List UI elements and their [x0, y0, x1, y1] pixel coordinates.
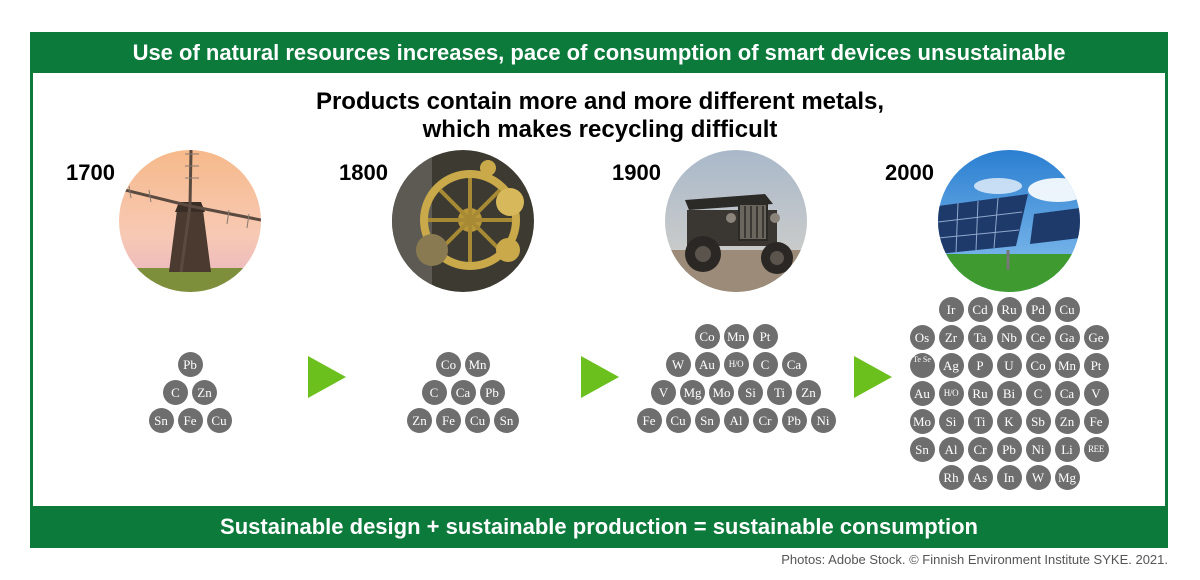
element-ag-2000: Ag — [938, 353, 964, 378]
element-mn-1800: Mn — [465, 352, 490, 377]
footer-banner: Sustainable design + sustainable product… — [30, 506, 1168, 548]
element-ti-2000: Ti — [967, 409, 993, 434]
element-si-1900: Si — [738, 380, 763, 405]
subtitle-line-1: Products contain more and more different… — [315, 88, 885, 115]
element-ru-2000: Ru — [996, 297, 1022, 322]
element-cu-1900: Cu — [665, 408, 691, 433]
element-zn-2000: Zn — [1054, 409, 1080, 434]
element-co-1800: Co — [436, 352, 461, 377]
element-w-1900: W — [665, 352, 691, 377]
element-ho-1900: H/O — [723, 352, 749, 377]
element-ta-2000: Ta — [967, 325, 993, 350]
progression-arrow-2 — [581, 356, 619, 398]
element-au-1900: Au — [694, 352, 720, 377]
element-ni-1900: Ni — [810, 408, 836, 433]
element-pt-2000: Pt — [1083, 353, 1109, 378]
element-v-1900: V — [651, 380, 676, 405]
element-c-1700: C — [163, 380, 188, 405]
element-c-2000: C — [1025, 381, 1051, 406]
element-sn-1700: Sn — [148, 408, 174, 433]
element-ca-1900: Ca — [781, 352, 807, 377]
element-ni-2000: Ni — [1025, 437, 1051, 462]
element-w-2000: W — [1025, 465, 1051, 490]
element-ca-1800: Ca — [450, 380, 476, 405]
element-rh-2000: Rh — [938, 465, 964, 490]
element-au-2000: Au — [909, 381, 935, 406]
element-al-1900: Al — [723, 408, 749, 433]
element-ho-2000: H/O — [938, 381, 964, 406]
element-as-2000: As — [967, 465, 993, 490]
element-sn-1900: Sn — [694, 408, 720, 433]
machinery-photo — [392, 150, 534, 292]
element-pb-1800: Pb — [479, 380, 505, 405]
element-ree-2000: REE — [1083, 437, 1109, 462]
subtitle: Products contain more and more different… — [200, 88, 1000, 144]
element-pd-2000: Pd — [1025, 297, 1051, 322]
element-in-2000: In — [996, 465, 1022, 490]
element-fe-1900: Fe — [636, 408, 662, 433]
element-ti-1900: Ti — [767, 380, 792, 405]
element-zn-1800: Zn — [407, 408, 432, 433]
element-zn-1700: Zn — [192, 380, 217, 405]
element-mn-1900: Mn — [723, 324, 749, 349]
element-ca-2000: Ca — [1054, 381, 1080, 406]
element-cu-1800: Cu — [465, 408, 490, 433]
element-v-2000: V — [1083, 381, 1109, 406]
element-c-1800: C — [421, 380, 447, 405]
year-label-1900: 1900 — [612, 160, 661, 185]
element-mo-2000: Mo — [909, 409, 935, 434]
element-si-2000: Si — [938, 409, 964, 434]
element-bi-2000: Bi — [996, 381, 1022, 406]
element-cu-2000: Cu — [1054, 297, 1080, 322]
element-pb-1900: Pb — [781, 408, 807, 433]
progression-arrow-3 — [854, 356, 892, 398]
element-cu-1700: Cu — [206, 408, 232, 433]
element-mn-2000: Mn — [1054, 353, 1080, 378]
element-p-2000: P — [967, 353, 993, 378]
element-sn-1800: Sn — [494, 408, 519, 433]
element-u-2000: U — [996, 353, 1022, 378]
element-pb-2000: Pb — [996, 437, 1022, 462]
element-os-2000: Os — [909, 325, 935, 350]
element-fe-2000: Fe — [1083, 409, 1109, 434]
element-mo-1900: Mo — [709, 380, 734, 405]
element-co-2000: Co — [1025, 353, 1051, 378]
infographic-frame — [30, 32, 1168, 548]
element-mg-2000: Mg — [1054, 465, 1080, 490]
element-fe-1800: Fe — [436, 408, 461, 433]
element-mg-1900: Mg — [680, 380, 705, 405]
element-sb-2000: Sb — [1025, 409, 1051, 434]
element-fe-1700: Fe — [177, 408, 203, 433]
subtitle-line-2: which makes recycling difficult — [422, 116, 778, 143]
windmill-photo — [119, 150, 261, 292]
element-c-1900: C — [752, 352, 778, 377]
element-tese-2000: Te Se — [909, 353, 935, 378]
year-label-1800: 1800 — [339, 160, 388, 185]
element-zr-2000: Zr — [938, 325, 964, 350]
photo-credit: Photos: Adobe Stock. © Finnish Environme… — [781, 552, 1168, 567]
element-ce-2000: Ce — [1025, 325, 1051, 350]
year-label-1700: 1700 — [66, 160, 115, 185]
vintage-car-photo — [665, 150, 807, 292]
element-ga-2000: Ga — [1054, 325, 1080, 350]
element-zn-1900: Zn — [796, 380, 821, 405]
element-co-1900: Co — [694, 324, 720, 349]
element-cr-1900: Cr — [752, 408, 778, 433]
element-pb-1700: Pb — [177, 352, 203, 377]
element-ru-2000: Ru — [967, 381, 993, 406]
element-li-2000: Li — [1054, 437, 1080, 462]
element-cd-2000: Cd — [967, 297, 993, 322]
element-ir-2000: Ir — [938, 297, 964, 322]
element-nb-2000: Nb — [996, 325, 1022, 350]
element-pt-1900: Pt — [752, 324, 778, 349]
element-k-2000: K — [996, 409, 1022, 434]
header-banner: Use of natural resources increases, pace… — [30, 32, 1168, 73]
solar-panels-photo — [938, 150, 1080, 292]
element-sn-2000: Sn — [909, 437, 935, 462]
element-al-2000: Al — [938, 437, 964, 462]
progression-arrow-1 — [308, 356, 346, 398]
element-cr-2000: Cr — [967, 437, 993, 462]
year-label-2000: 2000 — [885, 160, 934, 185]
element-ge-2000: Ge — [1083, 325, 1109, 350]
